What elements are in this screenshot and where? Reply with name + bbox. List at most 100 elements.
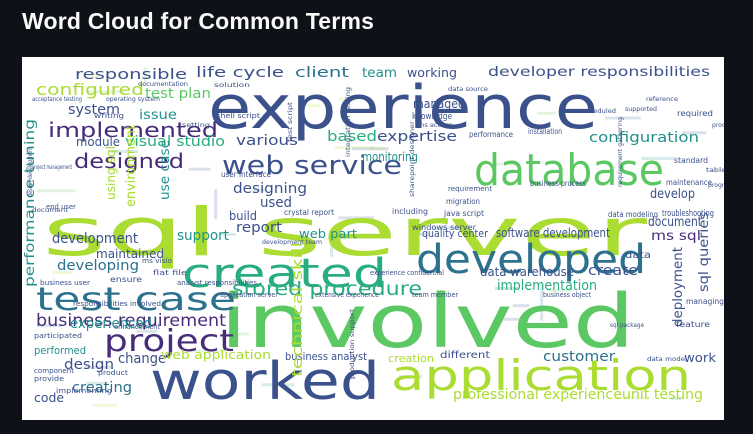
cloud-word: required xyxy=(677,109,713,118)
filler-word-mark xyxy=(252,188,265,192)
cloud-word: ensure xyxy=(110,275,142,284)
cloud-word: sql package xyxy=(610,322,644,329)
cloud-word: business process xyxy=(530,179,586,188)
cloud-word: responsible xyxy=(75,67,187,83)
cloud-word: designing xyxy=(233,181,307,197)
cloud-word: worked xyxy=(150,352,380,412)
filler-word-mark xyxy=(615,396,650,400)
cloud-word: data xyxy=(625,250,651,261)
cloud-word: business user xyxy=(40,279,90,287)
cloud-word: code xyxy=(34,391,64,405)
cloud-word: development xyxy=(52,231,138,247)
cloud-word: integration testing xyxy=(345,87,352,157)
cloud-word: business object xyxy=(543,291,591,299)
cloud-word: ms access xyxy=(418,122,452,129)
cloud-word: scheduled xyxy=(582,108,616,115)
filler-word-mark xyxy=(88,90,126,94)
cloud-word: test plan xyxy=(145,86,211,102)
filler-word-mark xyxy=(335,146,375,150)
cloud-word: use case xyxy=(158,140,173,200)
cloud-word: product xyxy=(98,369,128,377)
cloud-word: professional experienceunit testing xyxy=(453,387,703,403)
cloud-word: shell script xyxy=(216,112,260,120)
page-title: Word Cloud for Common Terms xyxy=(22,8,375,34)
cloud-word: design development xyxy=(27,146,34,197)
cloud-word: configured xyxy=(36,80,144,99)
cloud-word: configuration xyxy=(589,130,699,146)
cloud-word: java script xyxy=(443,209,484,218)
cloud-word: web part xyxy=(299,227,357,241)
cloud-word: different xyxy=(440,350,490,361)
cloud-word: business analyst xyxy=(285,350,368,363)
cloud-word: build xyxy=(229,209,257,223)
cloud-word: managed xyxy=(413,97,465,111)
cloud-word: experienced xyxy=(70,316,152,332)
cloud-word: analyst responsibilities xyxy=(177,279,257,287)
filler-word-mark xyxy=(670,396,684,400)
filler-word-mark xyxy=(306,104,321,108)
cloud-word: developed xyxy=(416,237,646,283)
cloud-word: installation xyxy=(528,127,562,136)
filler-word-mark xyxy=(188,349,225,353)
cloud-word: based xyxy=(327,129,377,145)
cloud-word: flat file xyxy=(153,269,187,277)
cloud-word: experience xyxy=(208,73,598,143)
cloud-word: supported xyxy=(625,106,657,113)
cloud-word: customer xyxy=(543,349,615,365)
cloud-word: used xyxy=(260,195,292,211)
cloud-word: experience confidential xyxy=(370,269,444,277)
cloud-word: creation xyxy=(388,352,434,365)
cloud-word: processes xyxy=(712,122,724,129)
cloud-word: data source xyxy=(448,86,488,93)
cloud-word: ms visio xyxy=(142,257,172,265)
cloud-word: acceptance testing xyxy=(32,96,82,103)
cloud-word: maintained xyxy=(96,247,164,261)
cloud-word: business requirement xyxy=(36,311,226,331)
cloud-word: developing xyxy=(57,258,139,274)
cloud-word: database xyxy=(474,145,664,196)
cloud-word: client xyxy=(295,65,350,81)
filler-word-mark xyxy=(37,324,62,328)
cloud-word: creating xyxy=(72,380,132,396)
filler-word-mark xyxy=(352,147,389,151)
filler-word-mark xyxy=(110,150,139,153)
filler-word-mark xyxy=(641,156,676,160)
cloud-word: life cycle xyxy=(196,65,284,81)
cloud-word: user interface xyxy=(221,170,271,179)
cloud-word: application server xyxy=(220,291,278,299)
filler-word-mark xyxy=(548,289,572,292)
cloud-word: operating system xyxy=(106,96,160,103)
cloud-word: work xyxy=(684,351,716,365)
word-cloud-image: sql server involved experience worked databa… xyxy=(22,57,724,420)
cloud-word: created xyxy=(182,251,387,297)
filler-word-mark xyxy=(36,189,76,193)
cloud-word: support xyxy=(177,228,229,244)
filler-word-mark xyxy=(86,381,108,385)
cloud-word: module xyxy=(76,135,120,149)
cloud-word: system xyxy=(68,102,120,118)
cloud-word: performance xyxy=(469,130,513,139)
cloud-word: ms sql xyxy=(651,229,701,244)
cloud-word: maintenance xyxy=(666,178,712,187)
cloud-word: data modeling xyxy=(608,210,658,219)
filler-word-mark xyxy=(488,162,517,166)
cloud-word: sql server xyxy=(42,194,649,271)
filler-word-mark xyxy=(214,189,218,220)
filler-word-mark xyxy=(413,232,430,236)
cloud-word: troubleshooting xyxy=(662,209,714,219)
cloud-word: application xyxy=(391,351,691,400)
filler-word-mark xyxy=(537,111,556,115)
filler-word-mark xyxy=(261,383,295,387)
filler-word-mark xyxy=(338,216,374,220)
filler-word-mark xyxy=(92,403,118,407)
filler-word-mark xyxy=(371,146,386,150)
filler-word-mark xyxy=(498,317,522,321)
cloud-word: developer responsibilities xyxy=(488,65,710,80)
cloud-word: migration xyxy=(446,197,480,206)
cloud-word: standard xyxy=(674,156,708,165)
cloud-word: working xyxy=(407,66,457,80)
cloud-word: quality center xyxy=(422,227,488,240)
cloud-word: data model xyxy=(647,356,687,363)
cloud-word: deployment xyxy=(671,247,686,327)
cloud-word: requirement gathering xyxy=(617,117,624,187)
